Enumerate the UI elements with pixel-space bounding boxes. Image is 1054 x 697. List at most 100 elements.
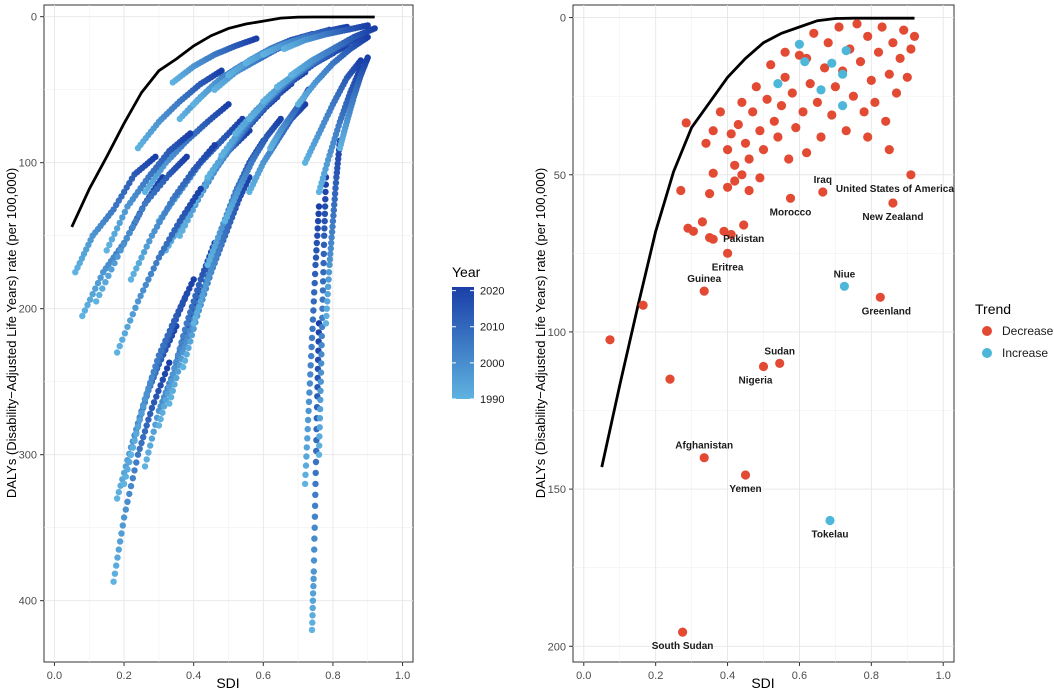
country-point	[678, 627, 688, 637]
trajectory-point	[320, 259, 327, 267]
country-point	[769, 116, 779, 126]
trajectory-point	[127, 482, 135, 490]
country-point	[888, 198, 898, 208]
left-y-tick-label: 200	[19, 304, 37, 316]
country-label: New Zealand	[862, 212, 923, 223]
trajectory-point	[173, 374, 180, 382]
country-point	[605, 335, 615, 345]
trajectory-point	[162, 337, 169, 344]
trajectory-point	[364, 33, 371, 41]
country-point	[780, 72, 790, 82]
right-x-ticks: 0.0 0.2 0.4 0.6 0.8 1.0	[576, 662, 951, 682]
country-point	[730, 160, 740, 170]
trajectory-point	[332, 179, 340, 186]
trajectory-point	[330, 212, 337, 219]
trajectory-point	[120, 241, 127, 248]
country-point	[708, 168, 718, 178]
trajectory-point	[166, 400, 173, 407]
trajectory-point	[147, 410, 154, 417]
trajectory-point	[103, 247, 110, 254]
trajectory-point	[181, 357, 189, 364]
trajectory-point	[126, 458, 133, 466]
year-colorbar-ticks: 1990 2000 2010 2020	[452, 286, 504, 406]
trajectory-point	[309, 612, 316, 619]
right-frontier-line	[600, 16, 915, 468]
trajectory-point	[195, 281, 203, 289]
country-point	[776, 101, 787, 111]
trajectory-point	[153, 259, 160, 267]
trajectory-point	[130, 270, 137, 278]
trajectory-point	[117, 247, 124, 254]
trajectory-point	[168, 322, 176, 329]
trajectory-point	[111, 259, 118, 267]
trajectory-point	[150, 399, 158, 406]
trajectory-point	[94, 279, 102, 287]
trajectory-point	[180, 332, 187, 340]
country-point	[740, 138, 751, 148]
trajectory-point	[160, 403, 168, 410]
trajectory-point	[310, 307, 317, 314]
trajectory-point	[185, 314, 192, 321]
trajectory-point	[129, 223, 136, 231]
trajectory-point	[120, 480, 128, 488]
country-point	[755, 173, 765, 183]
country-label: United States of America	[836, 184, 954, 195]
country-point	[780, 47, 790, 57]
trajectory-point	[184, 217, 191, 224]
right-x-tick-label: 0.2	[648, 670, 663, 682]
trajectory-point	[302, 462, 310, 469]
trajectory-point	[310, 575, 317, 582]
country-point	[762, 94, 772, 104]
trajectory-point	[147, 270, 155, 278]
right-y-tick-label: 150	[548, 484, 566, 496]
trajectory-point	[308, 352, 315, 360]
country-point	[638, 300, 648, 310]
trajectory-point	[311, 524, 318, 531]
trajectory-point	[190, 325, 197, 332]
country-point	[838, 69, 848, 79]
trajectory-point	[178, 339, 185, 346]
trajectory-point	[181, 222, 189, 229]
trajectory-point	[308, 343, 315, 351]
trajectory-point	[183, 351, 190, 358]
trajectory-point	[316, 433, 323, 440]
trajectory-point	[143, 422, 150, 429]
trajectory-point	[141, 428, 149, 435]
country-point	[699, 286, 709, 296]
trajectory-point	[310, 582, 317, 590]
country-point	[681, 118, 691, 128]
trajectory-point	[133, 459, 140, 466]
left-y-tick-label: 300	[19, 450, 37, 462]
country-point	[899, 25, 909, 35]
trajectory-point	[320, 250, 327, 258]
trajectory-point	[129, 311, 136, 318]
country-point	[866, 75, 876, 85]
trajectory-point	[145, 449, 152, 456]
trajectory-point	[332, 185, 339, 192]
trajectory-point	[187, 309, 194, 316]
trajectory-point	[159, 409, 166, 416]
trajectory-point	[190, 298, 197, 305]
trajectory-point	[164, 332, 171, 339]
country-point	[748, 107, 758, 117]
right-x-tick-label: 0.0	[576, 670, 591, 682]
right-x-tick-label: 0.8	[864, 670, 879, 682]
trajectory-point	[140, 434, 147, 441]
trajectory-point	[92, 285, 99, 292]
country-point	[906, 44, 916, 54]
trajectory-point	[307, 362, 314, 369]
country-point	[827, 110, 837, 120]
country-point	[773, 132, 783, 142]
country-point	[875, 292, 885, 302]
trajectory-point	[119, 214, 126, 221]
trajectory-point	[324, 283, 332, 290]
trajectory-point	[277, 115, 284, 123]
country-point	[773, 79, 783, 89]
trajectory-point	[311, 289, 318, 296]
colorbar-tick-label: 2020	[480, 286, 504, 298]
trajectory-point	[306, 389, 313, 396]
trajectory-point	[312, 458, 320, 466]
right-x-tick-label: 1.0	[936, 670, 951, 682]
trajectory-point	[321, 210, 329, 217]
trajectory-point	[334, 165, 341, 172]
